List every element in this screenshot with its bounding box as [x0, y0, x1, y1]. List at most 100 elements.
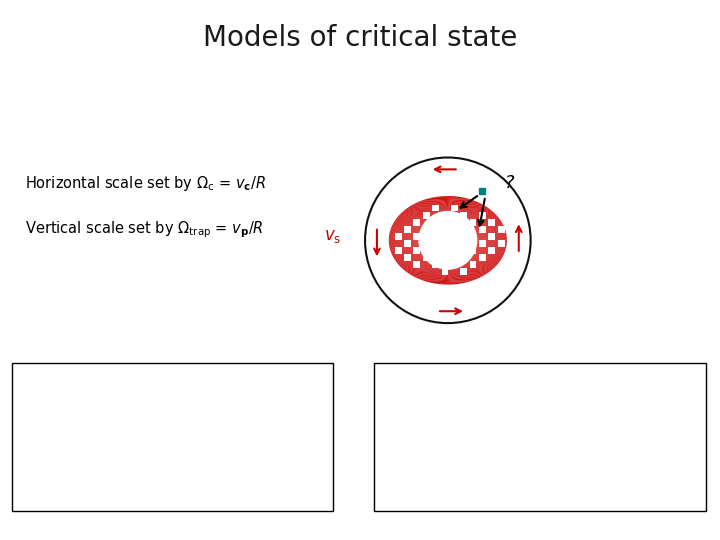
Wedge shape [407, 256, 428, 273]
Wedge shape [395, 249, 422, 260]
Wedge shape [392, 225, 420, 233]
Wedge shape [419, 259, 434, 279]
Wedge shape [394, 249, 421, 258]
Wedge shape [390, 246, 420, 252]
Wedge shape [473, 250, 500, 261]
Wedge shape [477, 235, 507, 238]
Text: Models of critical state: Models of critical state [203, 24, 517, 52]
Wedge shape [417, 202, 433, 222]
Wedge shape [451, 196, 455, 219]
Wedge shape [412, 205, 431, 223]
Wedge shape [453, 261, 459, 284]
Wedge shape [410, 206, 430, 224]
Wedge shape [476, 231, 505, 236]
Wedge shape [468, 255, 490, 272]
Wedge shape [456, 198, 466, 220]
Wedge shape [477, 242, 507, 245]
Wedge shape [459, 260, 472, 281]
Wedge shape [406, 255, 428, 272]
Wedge shape [460, 260, 474, 280]
Text: :: : [578, 420, 588, 434]
Text: ):: ): [538, 382, 548, 396]
Text: ):: ): [197, 382, 207, 396]
Wedge shape [474, 249, 502, 259]
Wedge shape [467, 256, 487, 274]
Wedge shape [413, 258, 431, 276]
Wedge shape [476, 229, 505, 235]
Wedge shape [477, 241, 507, 244]
Wedge shape [475, 247, 504, 255]
Wedge shape [414, 258, 432, 277]
Wedge shape [477, 239, 507, 240]
Wedge shape [413, 204, 431, 223]
Wedge shape [474, 225, 503, 233]
Wedge shape [402, 254, 426, 269]
Wedge shape [477, 237, 507, 239]
Wedge shape [465, 258, 483, 276]
Wedge shape [408, 207, 428, 225]
Wedge shape [477, 241, 507, 242]
Wedge shape [436, 197, 443, 219]
Wedge shape [428, 198, 439, 220]
Bar [460, 212, 467, 219]
Wedge shape [425, 260, 437, 281]
Wedge shape [392, 247, 420, 255]
Wedge shape [476, 246, 505, 252]
Wedge shape [472, 218, 499, 230]
Wedge shape [465, 205, 484, 223]
Wedge shape [475, 227, 504, 234]
Wedge shape [403, 254, 426, 270]
Wedge shape [389, 235, 419, 239]
Wedge shape [399, 215, 424, 228]
Wedge shape [390, 231, 420, 236]
Wedge shape [390, 233, 419, 237]
Wedge shape [477, 235, 507, 239]
Wedge shape [431, 198, 441, 220]
Wedge shape [474, 222, 502, 232]
Wedge shape [476, 230, 505, 235]
Wedge shape [452, 197, 458, 219]
Wedge shape [474, 248, 503, 256]
Wedge shape [433, 261, 441, 284]
Wedge shape [462, 202, 478, 222]
Bar [469, 261, 477, 268]
Wedge shape [471, 253, 495, 267]
Wedge shape [476, 245, 505, 249]
Wedge shape [401, 212, 426, 227]
Wedge shape [390, 245, 420, 249]
Wedge shape [428, 198, 438, 220]
Wedge shape [401, 213, 425, 227]
Wedge shape [472, 252, 497, 266]
Wedge shape [438, 197, 444, 219]
Wedge shape [428, 261, 438, 282]
Wedge shape [389, 241, 419, 242]
Text: and: and [530, 420, 565, 434]
Wedge shape [390, 231, 420, 236]
Bar [451, 205, 458, 212]
Wedge shape [449, 262, 450, 285]
Bar [413, 233, 420, 240]
Wedge shape [459, 199, 471, 220]
Bar [479, 240, 486, 247]
Wedge shape [470, 212, 495, 227]
Wedge shape [462, 259, 477, 279]
Wedge shape [467, 207, 487, 224]
Wedge shape [438, 197, 444, 219]
Wedge shape [426, 199, 438, 220]
Wedge shape [415, 203, 432, 222]
Wedge shape [456, 261, 467, 282]
Wedge shape [392, 225, 421, 233]
Text: $\Omega_{\rm trap}$ =: $\Omega_{\rm trap}$ = [148, 455, 197, 474]
Wedge shape [477, 234, 506, 238]
Wedge shape [455, 261, 463, 284]
Wedge shape [462, 201, 477, 221]
Wedge shape [452, 261, 458, 284]
Bar [479, 212, 486, 219]
Wedge shape [449, 196, 451, 219]
Wedge shape [399, 252, 424, 266]
Wedge shape [401, 254, 426, 268]
Wedge shape [465, 205, 483, 223]
Wedge shape [420, 259, 435, 280]
Wedge shape [391, 246, 420, 253]
Wedge shape [458, 199, 470, 220]
